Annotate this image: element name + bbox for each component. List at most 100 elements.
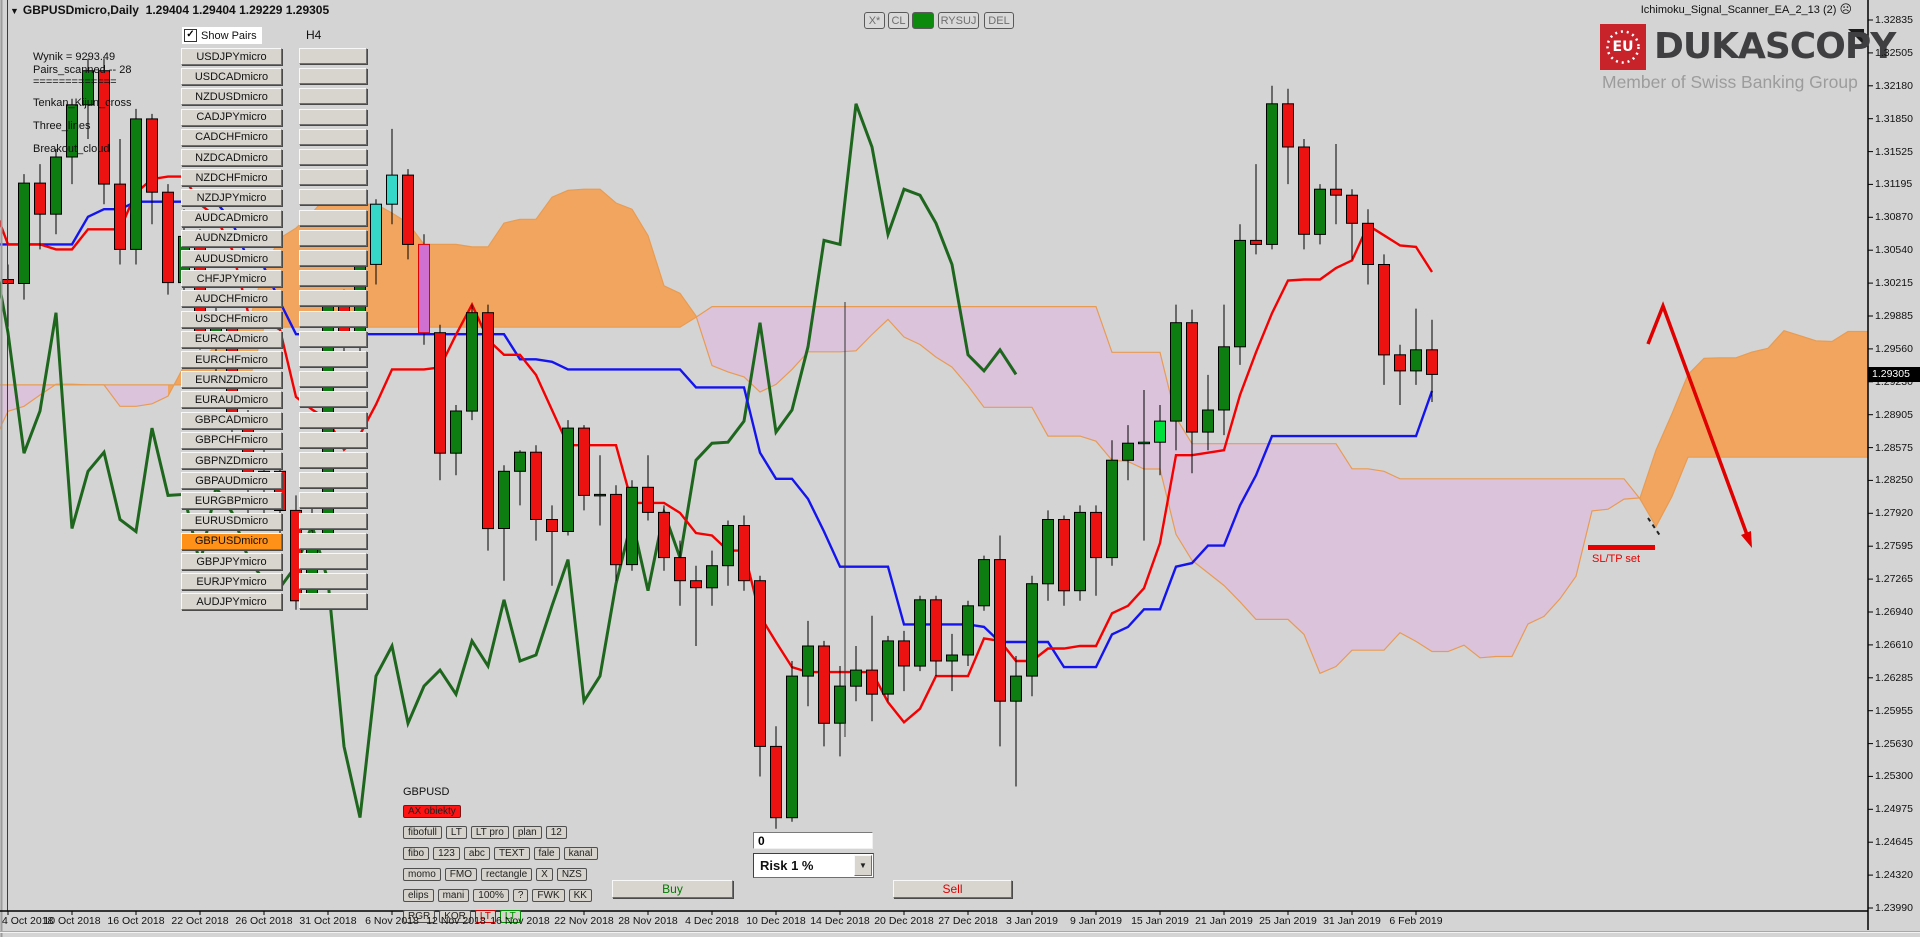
h4-status-button-gbpcadmicro[interactable] (299, 411, 367, 428)
h4-status-button-nzdusdmicro[interactable] (299, 88, 367, 105)
lot-size-input[interactable]: 0 (753, 832, 873, 849)
pair-button-euraudmicro[interactable]: EURAUDmicro (181, 391, 282, 409)
pair-button-audchfmicro[interactable]: AUDCHFmicro (181, 290, 282, 308)
tool-button-momo[interactable]: momo (403, 868, 441, 881)
buy-button[interactable]: Buy (612, 880, 733, 898)
h4-status-button-eurgbpmicro[interactable] (299, 492, 367, 509)
h4-status-button-chfjpymicro[interactable] (299, 270, 367, 287)
tool-button-lt[interactable]: LT (445, 826, 467, 839)
tool-button-x[interactable]: X (536, 868, 553, 881)
pair-button-gbpcadmicro[interactable]: GBPCADmicro (181, 411, 282, 429)
h4-status-button-euraudmicro[interactable] (299, 391, 367, 408)
pair-button-nzdchfmicro[interactable]: NZDCHFmicro (181, 169, 282, 187)
price-axis-tick: 1.26610 (1875, 638, 1913, 651)
time-axis-tick: 4 Oct 2018 (2, 915, 54, 927)
tool-button-rgr[interactable]: RGR (403, 910, 436, 923)
h4-status-button-gbpnzdmicro[interactable] (299, 452, 367, 468)
h4-status-button-gbpchfmicro[interactable] (299, 431, 367, 448)
h4-status-button-eurusdmicro[interactable] (299, 512, 367, 529)
tool-button-elips[interactable]: elips (403, 889, 434, 902)
tool-button-kanal[interactable]: kanal (563, 847, 598, 860)
pair-button-gbpusdmicro[interactable]: GBPUSDmicro (181, 532, 282, 550)
h4-status-button-nzdjpymicro[interactable] (299, 189, 367, 206)
h4-status-button-audchfmicro[interactable] (299, 290, 367, 307)
h4-status-button-cadchfmicro[interactable] (299, 128, 367, 145)
pair-button-nzdcadmicro[interactable]: NZDCADmicro (181, 149, 282, 166)
pair-button-usdcadmicro[interactable]: USDCADmicro (181, 68, 282, 86)
color-swatch-button[interactable] (912, 12, 934, 29)
ea-smiley-icon[interactable]: ☹ (1839, 2, 1852, 16)
tool-button-kor[interactable]: KOR (439, 910, 471, 923)
tool-button-mani[interactable]: mani (437, 889, 470, 902)
pair-button-gbpnzdmicro[interactable]: GBPNZDmicro (181, 452, 282, 469)
pair-button-eurnzdmicro[interactable]: EURNZDmicro (181, 371, 282, 389)
h4-status-button-eurjpymicro[interactable] (299, 573, 367, 590)
tool-button-fibo[interactable]: fibo (403, 847, 430, 860)
h4-status-button-eurcadmicro[interactable] (299, 330, 367, 347)
h4-status-button-gbpaudmicro[interactable] (299, 472, 367, 489)
tool-button-100-[interactable]: 100% (473, 889, 509, 902)
show-pairs-checkbox[interactable]: ✓ Show Pairs (182, 27, 262, 44)
h4-status-button-cadjpymicro[interactable] (299, 108, 367, 125)
h4-status-button-gbpjpymicro[interactable] (299, 553, 367, 569)
pair-button-gbpaudmicro[interactable]: GBPAUDmicro (181, 472, 282, 490)
tool-button-fale[interactable]: fale (533, 847, 560, 860)
dropdown-arrow-icon[interactable]: ▼ (854, 855, 872, 876)
h4-status-button-usdchfmicro[interactable] (299, 310, 367, 327)
pair-button-cadjpymicro[interactable]: CADJPYmicro (181, 108, 282, 126)
pair-button-gbpjpymicro[interactable]: GBPJPYmicro (181, 553, 282, 570)
tool-button-rectangle[interactable]: rectangle (481, 868, 533, 881)
tool-button-fibofull[interactable]: fibofull (403, 826, 442, 839)
h4-status-button-eurchfmicro[interactable] (299, 351, 367, 367)
pair-button-gbpchfmicro[interactable]: GBPCHFmicro (181, 431, 282, 449)
x-power-button[interactable]: X* (864, 12, 885, 29)
pair-button-eurchfmicro[interactable]: EURCHFmicro (181, 351, 282, 368)
tool-button-lt-pro[interactable]: LT pro (470, 826, 509, 839)
tool-button-12[interactable]: 12 (545, 826, 567, 839)
pair-button-nzdjpymicro[interactable]: NZDJPYmicro (181, 189, 282, 207)
pair-button-eurusdmicro[interactable]: EURUSDmicro (181, 512, 282, 530)
tool-button-abc[interactable]: abc (463, 847, 490, 860)
tool-button-kk[interactable]: KK (568, 889, 592, 902)
pair-button-chfjpymicro[interactable]: CHFJPYmicro (181, 270, 282, 288)
tool-button-fwk[interactable]: FWK (532, 889, 565, 902)
tool-button-nzs[interactable]: NZS (556, 868, 587, 881)
pair-button-audcadmicro[interactable]: AUDCADmicro (181, 209, 282, 227)
tool-button--[interactable]: ? (512, 889, 529, 902)
h4-status-button-audcadmicro[interactable] (299, 209, 367, 226)
pair-button-usdjpymicro[interactable]: USDJPYmicro (181, 48, 282, 65)
tool-button-123[interactable]: 123 (433, 847, 460, 860)
cl-button[interactable]: CL (888, 12, 909, 29)
pair-button-audusdmicro[interactable]: AUDUSDmicro (181, 250, 282, 267)
h4-status-button-usdcadmicro[interactable] (299, 68, 367, 85)
pair-button-eurgbpmicro[interactable]: EURGBPmicro (181, 492, 282, 510)
pair-button-audnzdmicro[interactable]: AUDNZDmicro (181, 229, 282, 247)
h4-status-button-audjpymicro[interactable] (299, 593, 367, 610)
tool-button-lt[interactable]: LT (499, 910, 521, 923)
sell-button[interactable]: Sell (893, 880, 1012, 898)
tool-button-plan[interactable]: plan (512, 826, 542, 839)
pair-button-nzdusdmicro[interactable]: NZDUSDmicro (181, 88, 282, 106)
h4-status-button-audnzdmicro[interactable] (299, 229, 367, 246)
h4-status-button-nzdcadmicro[interactable] (299, 149, 367, 165)
pair-button-eurjpymicro[interactable]: EURJPYmicro (181, 573, 282, 591)
ax-objects-button[interactable]: AX obiekty (403, 805, 461, 818)
h4-status-button-usdjpymicro[interactable] (299, 48, 367, 64)
del-button[interactable]: DEL (984, 12, 1014, 29)
pair-button-audjpymicro[interactable]: AUDJPYmicro (181, 593, 282, 611)
collapse-triangle-icon[interactable]: ▼ (10, 6, 19, 16)
h4-status-button-audusdmicro[interactable] (299, 250, 367, 266)
pair-button-eurcadmicro[interactable]: EURCADmicro (181, 330, 282, 348)
tool-button-fmo[interactable]: FMO (444, 868, 478, 881)
rysuj-button[interactable]: RYSUJ (938, 12, 979, 29)
tool-button-lt[interactable]: LT (474, 910, 496, 923)
pair-button-usdchfmicro[interactable]: USDCHFmicro (181, 310, 282, 328)
h4-status-button-eurnzdmicro[interactable] (299, 371, 367, 388)
checkbox-check-icon[interactable]: ✓ (184, 29, 197, 42)
risk-percent-dropdown[interactable]: Risk 1 % ▼ (753, 853, 874, 878)
tool-button-text[interactable]: TEXT (493, 847, 530, 860)
pair-button-cadchfmicro[interactable]: CADCHFmicro (181, 128, 282, 146)
h4-status-button-nzdchfmicro[interactable] (299, 169, 367, 186)
h4-status-button-gbpusdmicro[interactable] (299, 532, 367, 549)
